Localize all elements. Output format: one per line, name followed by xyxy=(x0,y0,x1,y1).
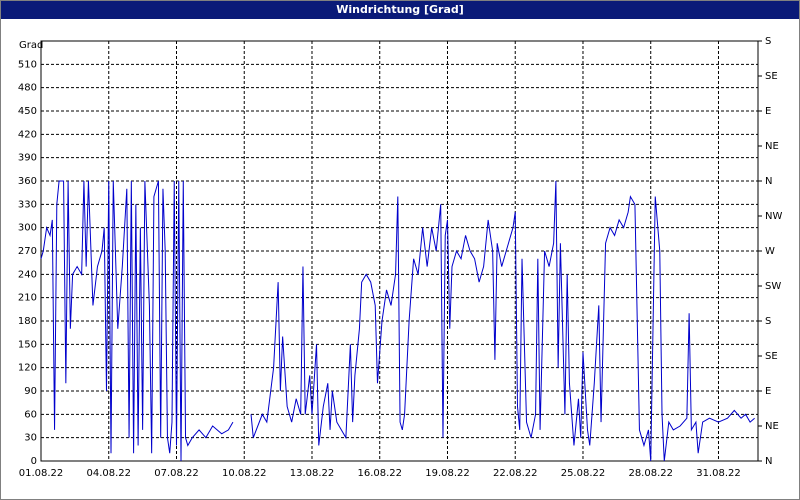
x-tick-label: 07.08.22 xyxy=(154,468,199,479)
y-tick-label: 60 xyxy=(24,409,37,420)
x-tick-label: 01.08.22 xyxy=(19,468,64,479)
data-line xyxy=(40,180,755,462)
x-tick-label: 19.08.22 xyxy=(425,468,470,479)
y2-tick-label: NW xyxy=(765,211,782,222)
y2-tick-label: S xyxy=(765,36,771,47)
y-tick-label: 270 xyxy=(18,246,37,257)
y-tick-label: 180 xyxy=(18,316,37,327)
y-tick-label: 420 xyxy=(18,129,37,140)
y-tick-label: 90 xyxy=(24,386,37,397)
y-tick-label: 390 xyxy=(18,153,37,164)
x-tick-label: 25.08.22 xyxy=(561,468,606,479)
x-tick-label: 04.08.22 xyxy=(86,468,131,479)
y-tick-label: 210 xyxy=(18,293,37,304)
y2-tick-label: NE xyxy=(765,141,779,152)
x-tick-label: 10.08.22 xyxy=(222,468,267,479)
y2-tick-label: SE xyxy=(765,71,778,82)
x-tick-label: 13.08.22 xyxy=(290,468,335,479)
y-tick-label: 150 xyxy=(18,339,37,350)
y2-tick-label: NE xyxy=(765,421,779,432)
y-tick-label: 300 xyxy=(18,223,37,234)
y2-tick-label: SW xyxy=(765,281,781,292)
window-title: Windrichtung [Grad] xyxy=(1,1,799,19)
y2-tick-label: N xyxy=(765,456,772,467)
y-tick-label: 30 xyxy=(24,433,37,444)
y2-tick-label: E xyxy=(765,106,771,117)
x-tick-label: 16.08.22 xyxy=(357,468,402,479)
plot-frame xyxy=(40,40,759,462)
y-axis-label: Grad xyxy=(19,40,43,51)
y-tick-label: 0 xyxy=(31,456,37,467)
y-tick-label: 480 xyxy=(18,83,37,94)
y-tick-label: 240 xyxy=(18,269,37,280)
y-tick-label: 120 xyxy=(18,363,37,374)
x-tick-label: 28.08.22 xyxy=(628,468,673,479)
y2-tick-label: E xyxy=(765,386,771,397)
y2-tick-label: N xyxy=(765,176,772,187)
x-tick-label: 31.08.22 xyxy=(696,468,741,479)
y-tick-label: 510 xyxy=(18,59,37,70)
x-tick-label: 22.08.22 xyxy=(493,468,538,479)
y-tick-label: 450 xyxy=(18,106,37,117)
y2-tick-label: S xyxy=(765,316,771,327)
y2-tick-label: SE xyxy=(765,351,778,362)
y-tick-label: 330 xyxy=(18,199,37,210)
chart: Grad 0 30 60 90 120 150 180 210 240 270 300 330 360 3… xyxy=(18,36,783,479)
y2-tick-label: W xyxy=(765,246,775,257)
y-tick-label: 360 xyxy=(18,176,37,187)
